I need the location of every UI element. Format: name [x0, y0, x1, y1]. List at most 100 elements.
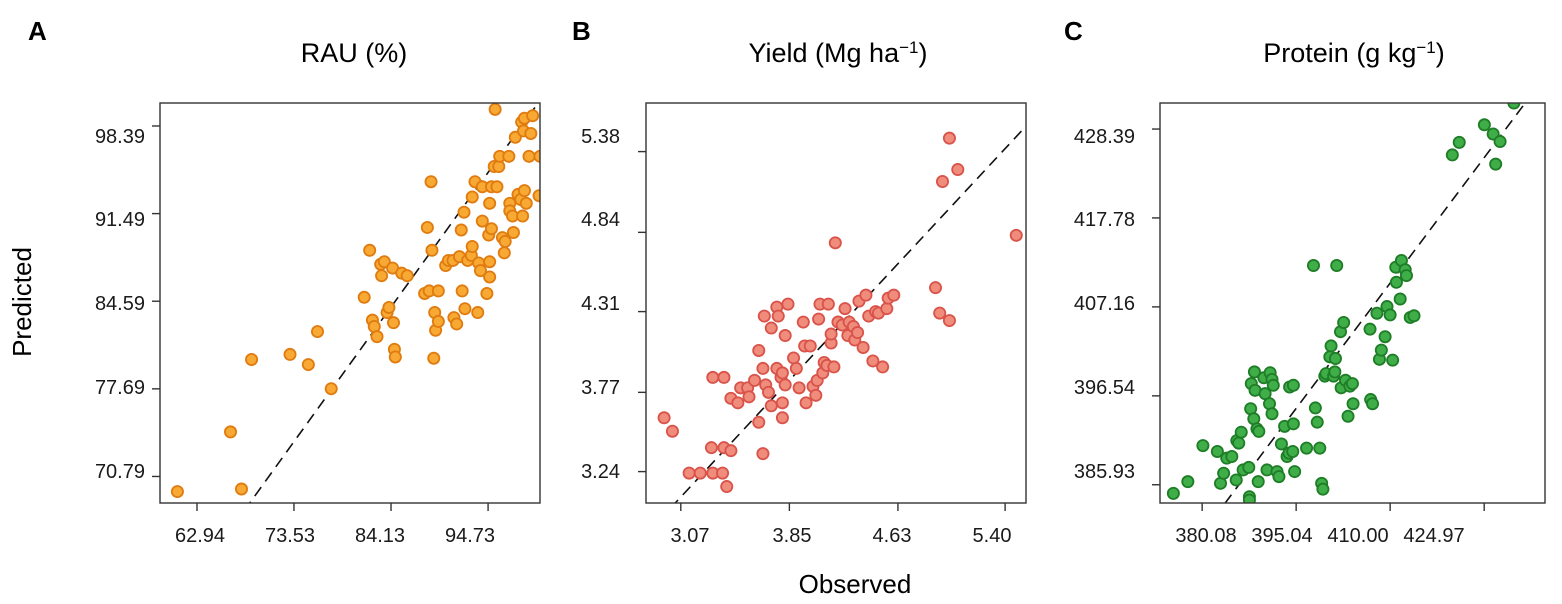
data-point [771, 309, 785, 323]
plot-frame [159, 102, 541, 504]
data-point [716, 466, 730, 480]
data-point [665, 424, 679, 438]
data-point [370, 330, 384, 344]
data-point [789, 361, 803, 375]
y-tick-label: 3.77 [581, 377, 620, 399]
data-point [234, 482, 248, 496]
data-point [524, 126, 538, 140]
data-point [792, 381, 806, 395]
y-tick-label: 417.78 [1074, 209, 1135, 231]
data-point [425, 243, 439, 257]
data-point [1316, 482, 1330, 496]
data-point [866, 354, 880, 368]
data-point [1374, 343, 1388, 357]
data-point [519, 196, 533, 210]
data-point [812, 312, 826, 326]
data-point [933, 306, 947, 320]
data-point [1217, 466, 1231, 480]
plot-area [657, 125, 1026, 503]
data-point [1308, 401, 1322, 415]
data-point [1286, 417, 1300, 431]
data-point [1234, 425, 1248, 439]
data-point [1489, 157, 1503, 171]
y-tick-label: 70.79 [95, 461, 145, 483]
data-point [1229, 473, 1243, 487]
panel-letter-a: A [28, 16, 47, 46]
data-point [497, 246, 511, 260]
data-point [1337, 315, 1351, 329]
data-point [775, 411, 789, 425]
panel-b-title: Yield (Mg ha−1) [749, 38, 928, 69]
data-point [828, 236, 842, 250]
data-point [1399, 269, 1413, 283]
data-point [752, 415, 766, 429]
y-tick-label: 396.54 [1074, 377, 1135, 399]
data-point [458, 302, 472, 316]
panel-letter-c: C [1064, 16, 1083, 46]
data-point [386, 316, 400, 330]
data-point [942, 131, 956, 145]
x-tick-label: 3.85 [773, 525, 812, 547]
data-point [245, 353, 259, 367]
data-point [1300, 441, 1314, 455]
data-point [876, 360, 890, 374]
x-tick-label: 84.13 [355, 525, 405, 547]
data-point [1513, 85, 1524, 96]
data-point [506, 226, 520, 240]
data-point [310, 325, 324, 339]
data-point [1389, 275, 1403, 289]
data-point [1378, 330, 1392, 344]
data-point [388, 350, 402, 364]
data-point [1247, 365, 1261, 379]
panel-letter-b: B [572, 16, 591, 46]
x-tick-label: 5.40 [973, 525, 1012, 547]
data-point [1242, 493, 1256, 503]
data-point [781, 297, 795, 311]
data-point [455, 284, 469, 298]
data-point [427, 351, 441, 365]
data-point [1210, 444, 1224, 458]
data-point [752, 343, 766, 357]
x-tick-label: 73.53 [265, 525, 315, 547]
data-point [424, 175, 438, 189]
data-point [450, 317, 464, 331]
data-point [502, 149, 516, 163]
data-point [682, 466, 696, 480]
data-point [1288, 465, 1302, 479]
data-point [526, 109, 540, 123]
data-point [657, 411, 671, 425]
panel-c-title: Protein (g kg−1) [1263, 38, 1444, 69]
data-point [929, 281, 943, 295]
panel-a: A RAU (%) 62.94 73.53 84.13 94.73 70.79 … [28, 16, 541, 547]
data-point [1346, 397, 1360, 411]
data-point [465, 239, 479, 253]
data-point [363, 243, 377, 257]
x-tick-label: 410.00 [1327, 525, 1388, 547]
data-point [454, 223, 468, 237]
data-point [935, 175, 949, 189]
data-point [761, 385, 775, 399]
data-point [475, 214, 489, 228]
data-point [775, 366, 789, 380]
data-point [382, 300, 396, 314]
data-point [480, 286, 494, 300]
data-point [778, 378, 792, 392]
data-point [532, 189, 540, 203]
data-point [1328, 365, 1342, 379]
data-point [473, 264, 487, 278]
data-point [471, 306, 485, 320]
y-tick-label: 5.38 [581, 126, 620, 148]
y-tick-label: 3.24 [581, 461, 620, 483]
data-point [1407, 309, 1421, 323]
data-point [1363, 322, 1377, 336]
panel-b: B Yield (Mg ha−1) 3.07 3.85 4.63 5.40 3.… [572, 16, 1027, 547]
x-tick-label: 4.63 [873, 525, 912, 547]
data-point [483, 196, 497, 210]
data-point [533, 149, 540, 163]
x-tick-label: 424.97 [1403, 525, 1464, 547]
data-point [490, 180, 504, 194]
data-point [483, 255, 497, 269]
y-tick-label: 98.39 [95, 126, 145, 148]
data-point [942, 314, 956, 328]
